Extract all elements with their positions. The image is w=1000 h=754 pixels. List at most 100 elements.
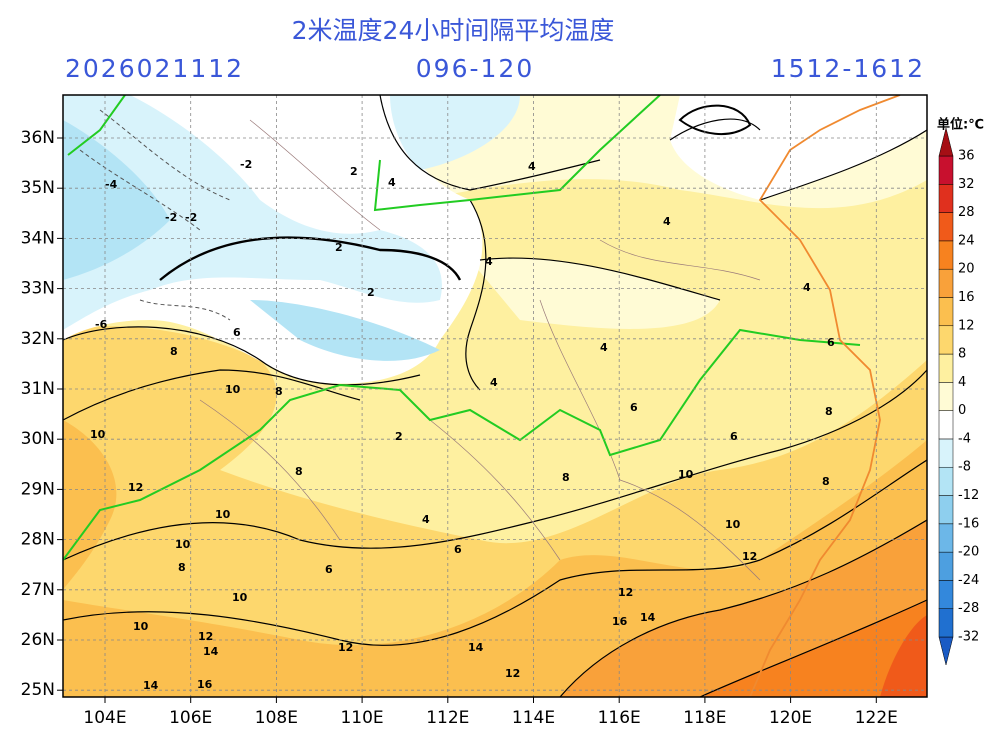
temperature-field [63,95,927,697]
contour-label: 8 [822,475,830,488]
longitude-label: 106E [169,708,212,728]
colorbar-label: -16 [958,516,979,531]
contour-label: 12 [618,586,633,599]
longitude-label: 116E [598,708,641,728]
init-time: 2026021112 [65,54,244,83]
colorbar-bin [938,212,954,242]
latitude-label: 32N [21,329,55,349]
colorbar-bin [938,466,954,496]
contour-label: -4 [105,178,118,191]
colorbar-label: -24 [958,573,979,588]
colorbar-bin [938,353,954,383]
contour-label: 10 [175,538,191,551]
longitude-label: 122E [855,708,898,728]
colorbar-label: -28 [958,601,979,616]
contour-label: 12 [338,641,353,654]
contour-label: 10 [678,468,694,481]
latitude-label: 28N [21,530,55,550]
contour-label: 8 [562,471,570,484]
contour-label: 4 [600,341,608,354]
longitude-label: 110E [340,708,383,728]
contour-labels: -2 -4 -2 -2 2 4 4 2 2 4 -6 8 6 10 8 4 4 … [90,158,835,692]
colorbar-bin [938,268,954,298]
colorbar-bin [938,410,954,440]
longitude-label: 112E [426,708,469,728]
latitude-label: 25N [21,680,55,700]
colorbar-bin [938,382,954,411]
colorbar-label: 0 [958,403,966,418]
colorbar-label: -32 [958,630,979,645]
contour-label: 8 [275,385,283,398]
contour-label: 14 [640,611,656,624]
contour-label: 10 [90,428,106,441]
valid-range: 1512-1612 [771,54,925,83]
contour-label: 8 [825,405,833,418]
contour-label: 6 [827,336,835,349]
contour-label: 2 [395,430,403,443]
latitude-label: 33N [21,279,55,299]
colorbar-bin [938,636,954,666]
contour-label: 6 [325,563,333,576]
contour-label: 2 [367,286,375,299]
longitude-label: 118E [683,708,726,728]
colorbar-label: 8 [958,347,966,362]
colorbar-bin [938,297,954,327]
colorbar-bin [938,127,954,157]
longitude-label: 108E [255,708,298,728]
colorbar-bin [938,438,954,468]
contour-label: -6 [95,318,108,331]
colorbar-label: 12 [958,318,975,333]
colorbar-bin [938,240,954,270]
contour-label: 4 [388,176,396,189]
colorbar-label: 28 [958,205,975,220]
contour-label: -2 [165,211,177,224]
contour-label: 12 [198,630,213,643]
contour-label: 8 [178,561,186,574]
contour-label: 16 [612,615,628,628]
colorbar-label: 4 [958,375,966,390]
contour-label: 14 [143,679,159,692]
contour-label: 4 [490,376,498,389]
contour-label: 12 [128,481,143,494]
latitude-label: 30N [21,429,55,449]
contour-label: 14 [468,641,484,654]
colorbar-label: 36 [958,149,975,164]
contour-label: 4 [528,160,536,173]
colorbar-bin [938,495,954,525]
contour-label: 2 [350,165,358,178]
colorbar-label: 16 [958,290,975,305]
contour-label: 10 [215,508,231,521]
longitude-label: 120E [769,708,812,728]
colorbar-label: 32 [958,177,975,192]
latitude-label: 34N [21,228,55,248]
contour-label: 10 [232,591,248,604]
longitude-label: 104E [83,708,126,728]
map-frame [62,94,928,698]
latitude-label: 26N [21,630,55,650]
contour-label: 4 [485,255,493,268]
latitude-label: 35N [21,178,55,198]
forecast-hours: 096-120 [416,54,534,83]
colorbar-bin [938,325,954,355]
colorbar-label: -12 [958,488,979,503]
axis-labels: 36N 35N 34N 33N 32N 31N 30N 29N 28N 27N 26N 25N 104E… [21,128,898,728]
title: 2米温度24小时间隔平均温度 [292,16,615,45]
contour-label: 6 [454,543,462,556]
colorbar-bin [938,155,954,185]
contour-label: -2 [240,158,252,171]
contour-label: 14 [203,645,219,658]
colorbar-unit: 单位:℃ [937,117,984,133]
longitude-label: 114E [512,708,555,728]
contour-label: 12 [742,550,757,563]
latitude-label: 31N [21,379,55,399]
contour-label: 8 [295,465,303,478]
colorbar-bin [938,580,954,609]
contour-label: 12 [505,667,520,680]
colorbar-label: 24 [958,233,975,248]
contour-label: 6 [730,430,738,443]
latitude-label: 27N [21,580,55,600]
latitude-label: 36N [21,128,55,148]
colorbar-bin [938,551,954,581]
colorbar-label: -4 [958,431,971,446]
